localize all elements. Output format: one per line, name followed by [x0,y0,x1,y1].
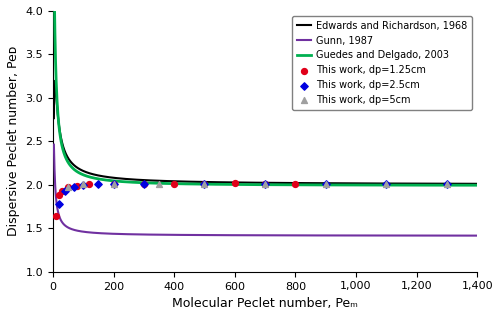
This work, dp=2.5cm [94,181,102,186]
Edwards and Richardson, 1968 [384,182,390,185]
This work, dp=2.5cm [200,181,208,186]
This work, dp=5cm [382,181,390,186]
Gunn, 1987 [474,234,480,237]
X-axis label: Molecular Peclet number, Peₘ: Molecular Peclet number, Peₘ [172,297,358,310]
This work, dp=1.25cm [170,181,178,186]
This work, dp=5cm [80,181,88,186]
Edwards and Richardson, 1968 [257,181,263,184]
This work, dp=1.25cm [86,181,94,186]
Guedes and Delgado, 2003 [256,183,262,187]
This work, dp=2.5cm [322,181,330,186]
This work, dp=1.25cm [140,181,148,186]
Guedes and Delgado, 2003 [474,183,480,187]
Gunn, 1987 [462,234,468,237]
This work, dp=2.5cm [61,188,69,193]
Gunn, 1987 [246,233,252,237]
This work, dp=5cm [261,181,269,186]
Guedes and Delgado, 2003 [246,183,252,186]
This work, dp=5cm [322,181,330,186]
This work, dp=1.25cm [55,193,63,198]
This work, dp=2.5cm [140,181,148,186]
This work, dp=5cm [200,181,208,186]
Gunn, 1987 [462,234,468,237]
Edwards and Richardson, 1968 [462,182,468,186]
This work, dp=2.5cm [110,181,118,186]
This work, dp=2.5cm [382,181,390,186]
This work, dp=5cm [64,185,72,190]
Edwards and Richardson, 1968 [474,182,480,186]
This work, dp=1.25cm [231,181,239,186]
This work, dp=2.5cm [70,184,78,189]
This work, dp=1.25cm [292,181,300,186]
This work, dp=5cm [110,181,118,186]
Guedes and Delgado, 2003 [72,169,78,172]
Gunn, 1987 [72,228,78,232]
This work, dp=5cm [155,181,163,186]
This work, dp=5cm [443,181,451,186]
Edwards and Richardson, 1968 [52,79,58,83]
This work, dp=2.5cm [443,181,451,186]
Guedes and Delgado, 2003 [462,183,468,187]
Edwards and Richardson, 1968 [462,182,468,186]
This work, dp=1.25cm [52,214,60,219]
This work, dp=1.25cm [58,188,66,193]
Line: Guedes and Delgado, 2003: Guedes and Delgado, 2003 [54,0,477,185]
Line: Gunn, 1987: Gunn, 1987 [54,145,477,236]
Edwards and Richardson, 1968 [246,181,252,184]
This work, dp=1.25cm [64,185,72,190]
Gunn, 1987 [384,234,390,237]
This work, dp=2.5cm [80,182,88,187]
Line: Edwards and Richardson, 1968: Edwards and Richardson, 1968 [54,81,477,184]
This work, dp=1.25cm [73,183,81,188]
This work, dp=1.25cm [261,181,269,186]
Guedes and Delgado, 2003 [384,183,390,187]
This work, dp=1.25cm [200,181,208,186]
Y-axis label: Dispersive Peclet number, Peᴅ: Dispersive Peclet number, Peᴅ [7,46,20,236]
Gunn, 1987 [256,233,262,237]
Edwards and Richardson, 1968 [51,116,57,120]
This work, dp=2.5cm [55,201,63,206]
Edwards and Richardson, 1968 [72,165,78,168]
Gunn, 1987 [51,143,57,146]
Guedes and Delgado, 2003 [462,183,468,187]
This work, dp=2.5cm [261,181,269,186]
Legend: Edwards and Richardson, 1968, Gunn, 1987, Guedes and Delgado, 2003, This work, d: Edwards and Richardson, 1968, Gunn, 1987… [292,16,472,110]
This work, dp=1.25cm [110,181,118,186]
